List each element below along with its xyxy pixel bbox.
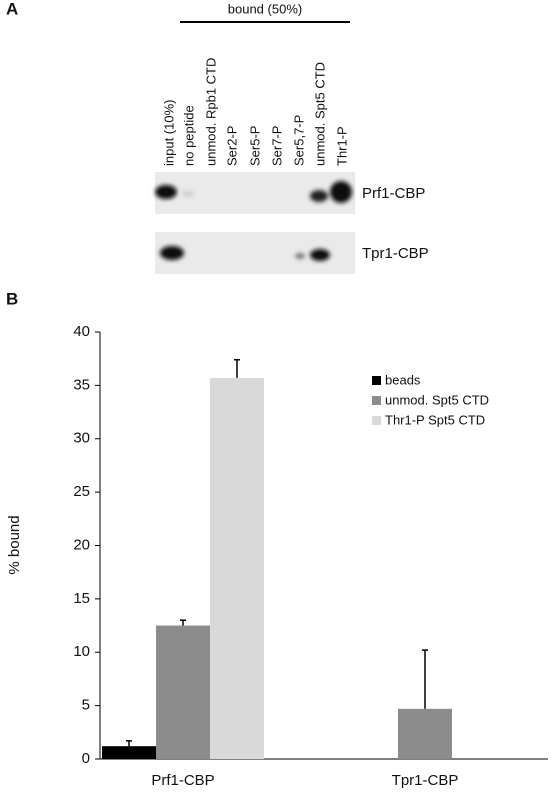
legend-swatch (372, 416, 381, 425)
blot-label: Tpr1-CBP (362, 245, 429, 262)
y-tick-label: 25 (73, 483, 90, 500)
x-tick-label: Prf1-CBP (151, 772, 214, 789)
y-tick-label: 30 (73, 430, 90, 447)
bar (210, 377, 264, 759)
band (182, 191, 194, 197)
lane-label: input (10%) (161, 100, 176, 166)
y-tick-label: 10 (73, 643, 90, 660)
y-tick-label: 20 (73, 536, 90, 553)
band (160, 246, 184, 260)
y-tick-label: 5 (82, 697, 90, 714)
band (310, 190, 328, 202)
y-tick-label: 35 (73, 376, 90, 393)
band (330, 181, 352, 203)
lane-label: unmod. Spt5 CTD (312, 62, 327, 166)
legend-label: Thr1-P Spt5 CTD (385, 412, 485, 427)
bar (156, 625, 210, 759)
lane-label: Ser5-P (247, 126, 262, 166)
lane-label: Ser5,7-P (291, 115, 306, 166)
band (295, 253, 305, 259)
legend-swatch (372, 376, 381, 385)
panel-label: A (6, 0, 18, 18)
lane-label: Thr1-P (334, 126, 349, 166)
y-tick-label: 15 (73, 590, 90, 607)
panel-label: B (6, 289, 18, 308)
band (155, 185, 177, 199)
x-tick-label: Tpr1-CBP (392, 772, 459, 789)
y-tick-label: 40 (73, 323, 90, 340)
y-axis-label: % bound (6, 515, 23, 574)
lane-labels: input (10%) no peptide unmod. Rpb1 CTD Ser2… (161, 58, 349, 166)
lane-label: unmod. Rpb1 CTD (203, 58, 218, 166)
bar (398, 708, 452, 759)
lane-label: no peptide (181, 105, 196, 166)
blot-label: Prf1-CBP (362, 185, 425, 202)
legend-swatch (372, 396, 381, 405)
legend-label: beads (385, 372, 421, 387)
blot-bands (155, 181, 352, 261)
bar (102, 746, 156, 759)
lane-label: Ser2-P (224, 126, 239, 166)
blot-header: bound (50%) (228, 1, 302, 16)
y-tick-label: 0 (82, 750, 90, 767)
legend-label: unmod. Spt5 CTD (385, 392, 489, 407)
band (310, 249, 330, 261)
lane-label: Ser7-P (269, 126, 284, 166)
